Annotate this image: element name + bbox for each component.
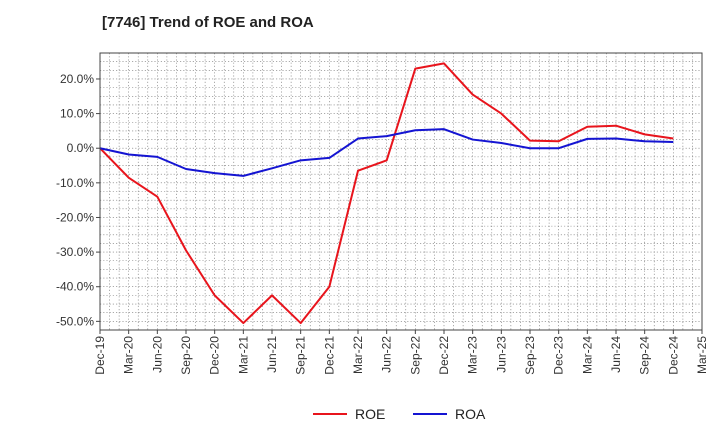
x-tick-label: Dec-21 — [322, 336, 336, 375]
grid-layer — [100, 53, 702, 330]
x-tick-label: Mar-21 — [236, 336, 250, 374]
x-tick-label: Mar-20 — [122, 336, 136, 374]
x-tick-label: Sep-23 — [523, 336, 537, 375]
x-tick-label: Sep-24 — [638, 336, 652, 375]
y-tick-label: -50.0% — [56, 314, 94, 328]
y-tick-label: -20.0% — [56, 210, 94, 224]
y-tick-label: -10.0% — [56, 176, 94, 190]
x-tick-label: Jun-22 — [380, 336, 394, 373]
series-line-roa — [99, 128, 674, 177]
x-tick-label: Dec-22 — [437, 336, 451, 375]
x-tick-label: Mar-23 — [466, 336, 480, 374]
x-tick-label: Dec-20 — [208, 336, 222, 375]
plot-frame — [99, 52, 703, 331]
x-tick-label: Jun-20 — [150, 336, 164, 373]
legend-label-roa: ROA — [455, 406, 486, 422]
y-tick-label: -30.0% — [56, 245, 94, 259]
y-tick-label: 10.0% — [60, 107, 94, 121]
axis-layer: 20.0% 10.0% 0.0% -10.0% -20.0% -30.0% -40.0% -5… — [56, 52, 709, 375]
x-tick-label: Jun-23 — [494, 336, 508, 373]
series-layer — [99, 62, 674, 325]
x-tick-label: Sep-21 — [294, 336, 308, 375]
series-line-roe — [99, 62, 674, 325]
legend: ROE ROA — [313, 406, 486, 422]
x-tick-label: Mar-25 — [695, 336, 709, 374]
y-tick-label: 20.0% — [60, 72, 94, 86]
x-tick-label: Mar-24 — [580, 336, 594, 374]
x-tick-label: Sep-22 — [408, 336, 422, 375]
y-tick-label: -40.0% — [56, 280, 94, 294]
x-tick-label: Mar-22 — [351, 336, 365, 374]
x-tick-label: Jun-24 — [609, 336, 623, 373]
x-tick-label: Sep-20 — [179, 336, 193, 375]
y-tick-label: 0.0% — [67, 141, 95, 155]
x-tick-label: Dec-23 — [552, 336, 566, 375]
x-tick-label: Dec-24 — [666, 336, 680, 375]
legend-label-roe: ROE — [355, 406, 385, 422]
chart-title: [7746] Trend of ROE and ROA — [102, 14, 314, 31]
x-tick-label: Dec-19 — [93, 336, 107, 375]
x-tick-label: Jun-21 — [265, 336, 279, 373]
